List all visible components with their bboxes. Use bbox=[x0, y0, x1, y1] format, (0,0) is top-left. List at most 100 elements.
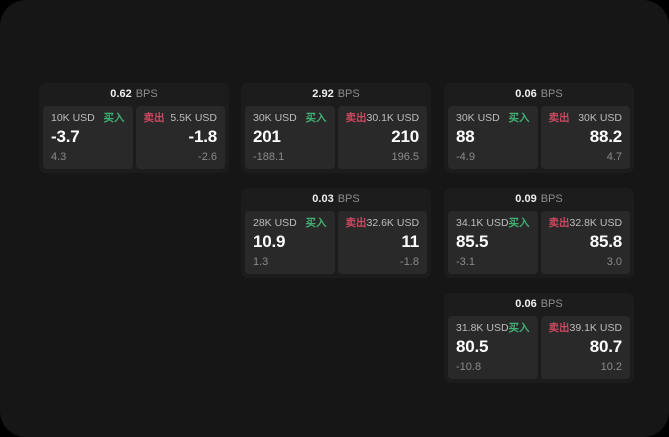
card-body: 10K USD 买入 -3.7 4.3 卖出 5.5K USD -1.8 -2.… bbox=[39, 106, 229, 169]
sell-panel-top: 卖出 5.5K USD bbox=[144, 113, 218, 124]
buy-amount-label: 30K USD bbox=[253, 112, 297, 124]
buy-panel-top: 28K USD 买入 bbox=[253, 218, 327, 229]
buy-side-label: 买入 bbox=[305, 112, 327, 124]
buy-price: 201 bbox=[253, 127, 281, 146]
buy-side-label: 买入 bbox=[103, 112, 125, 124]
buy-delta: -188.1 bbox=[253, 151, 285, 163]
buy-amount-label: 30K USD bbox=[456, 112, 500, 124]
buy-price: 88 bbox=[456, 127, 475, 146]
sell-amount-label: 5.5K USD bbox=[170, 112, 217, 124]
sell-panel-top: 卖出 39.1K USD bbox=[549, 323, 623, 334]
bps-header: 0.62 BPS bbox=[39, 83, 229, 106]
sell-price: 85.8 bbox=[589, 232, 622, 251]
sell-delta: -2.6 bbox=[198, 151, 217, 163]
buy-panel-top: 10K USD 买入 bbox=[51, 113, 125, 124]
buy-amount-label: 31.8K USD bbox=[456, 322, 509, 334]
buy-panel[interactable]: 31.8K USD 买入 80.5 -10.8 bbox=[448, 316, 538, 379]
bps-value: 0.06 bbox=[515, 298, 537, 310]
sell-side-label: 卖出 bbox=[548, 112, 570, 124]
bps-header: 0.06 BPS bbox=[444, 293, 634, 316]
bps-header: 0.09 BPS bbox=[444, 188, 634, 211]
bps-value: 0.62 bbox=[110, 88, 132, 100]
sell-amount-label: 32.6K USD bbox=[366, 217, 420, 229]
buy-panel-top: 31.8K USD 买入 bbox=[456, 323, 530, 334]
buy-panel[interactable]: 28K USD 买入 10.9 1.3 bbox=[245, 211, 335, 274]
buy-panel[interactable]: 30K USD 买入 88 -4.9 bbox=[448, 106, 538, 169]
bps-value: 0.09 bbox=[515, 193, 537, 205]
quote-card: 0.06 BPS 30K USD 买入 88 -4.9 卖出 30K USD bbox=[444, 83, 634, 173]
bps-header: 0.06 BPS bbox=[444, 83, 634, 106]
bps-label: BPS bbox=[337, 193, 360, 205]
quote-card: 0.06 BPS 31.8K USD 买入 80.5 -10.8 卖出 39.1… bbox=[444, 293, 634, 383]
buy-panel[interactable]: 10K USD 买入 -3.7 4.3 bbox=[43, 106, 133, 169]
sell-side-label: 卖出 bbox=[345, 217, 367, 229]
sell-delta: 3.0 bbox=[606, 256, 622, 268]
quote-card: 0.62 BPS 10K USD 买入 -3.7 4.3 卖出 5.5K USD bbox=[39, 83, 229, 173]
buy-amount-label: 34.1K USD bbox=[456, 217, 509, 229]
quote-card: 0.09 BPS 34.1K USD 买入 85.5 -3.1 卖出 32.8K… bbox=[444, 188, 634, 278]
sell-price: 88.2 bbox=[589, 127, 622, 146]
sell-amount-label: 32.8K USD bbox=[569, 217, 623, 229]
sell-panel[interactable]: 卖出 32.6K USD 11 -1.8 bbox=[337, 211, 427, 274]
sell-amount-label: 30.1K USD bbox=[366, 112, 420, 124]
sell-amount-label: 39.1K USD bbox=[569, 322, 623, 334]
bps-value: 0.03 bbox=[312, 193, 334, 205]
buy-panel-top: 34.1K USD 买入 bbox=[456, 218, 530, 229]
sell-price: 11 bbox=[401, 232, 419, 251]
bps-header: 0.03 BPS bbox=[241, 188, 431, 211]
sell-panel[interactable]: 卖出 5.5K USD -1.8 -2.6 bbox=[135, 106, 225, 169]
buy-panel-top: 30K USD 买入 bbox=[456, 113, 530, 124]
buy-side-label: 买入 bbox=[305, 217, 327, 229]
buy-side-label: 买入 bbox=[508, 112, 530, 124]
buy-side-label: 买入 bbox=[508, 217, 530, 229]
card-body: 28K USD 买入 10.9 1.3 卖出 32.6K USD 11 -1.8 bbox=[241, 211, 431, 274]
buy-delta: -4.9 bbox=[456, 151, 475, 163]
bps-label: BPS bbox=[540, 88, 563, 100]
bps-value: 0.06 bbox=[515, 88, 537, 100]
buy-panel[interactable]: 34.1K USD 买入 85.5 -3.1 bbox=[448, 211, 538, 274]
sell-panel[interactable]: 卖出 32.8K USD 85.8 3.0 bbox=[540, 211, 630, 274]
sell-side-label: 卖出 bbox=[548, 217, 570, 229]
bps-label: BPS bbox=[540, 193, 563, 205]
bps-label: BPS bbox=[337, 88, 360, 100]
bps-label: BPS bbox=[540, 298, 563, 310]
sell-delta: 10.2 bbox=[600, 361, 622, 373]
sell-amount-label: 30K USD bbox=[578, 112, 622, 124]
sell-price: 210 bbox=[391, 127, 419, 146]
sell-panel-top: 卖出 30.1K USD bbox=[346, 113, 420, 124]
buy-price: -3.7 bbox=[51, 127, 80, 146]
buy-amount-label: 28K USD bbox=[253, 217, 297, 229]
sell-side-label: 卖出 bbox=[143, 112, 165, 124]
card-body: 30K USD 买入 201 -188.1 卖出 30.1K USD 210 1… bbox=[241, 106, 431, 169]
buy-panel[interactable]: 30K USD 买入 201 -188.1 bbox=[245, 106, 335, 169]
bps-header: 2.92 BPS bbox=[241, 83, 431, 106]
buy-side-label: 买入 bbox=[508, 322, 530, 334]
buy-price: 85.5 bbox=[456, 232, 489, 251]
buy-price: 80.5 bbox=[456, 337, 489, 356]
sell-panel-top: 卖出 32.6K USD bbox=[346, 218, 420, 229]
card-body: 34.1K USD 买入 85.5 -3.1 卖出 32.8K USD 85.8… bbox=[444, 211, 634, 274]
sell-delta: 196.5 bbox=[391, 151, 419, 163]
sell-panel-top: 卖出 32.8K USD bbox=[549, 218, 623, 229]
sell-delta: 4.7 bbox=[606, 151, 622, 163]
sell-panel[interactable]: 卖出 30.1K USD 210 196.5 bbox=[337, 106, 427, 169]
sell-panel-top: 卖出 30K USD bbox=[549, 113, 623, 124]
quote-card: 2.92 BPS 30K USD 买入 201 -188.1 卖出 30.1K … bbox=[241, 83, 431, 173]
buy-delta: 4.3 bbox=[51, 151, 67, 163]
buy-amount-label: 10K USD bbox=[51, 112, 95, 124]
quote-card: 0.03 BPS 28K USD 买入 10.9 1.3 卖出 32.6K US… bbox=[241, 188, 431, 278]
card-body: 31.8K USD 买入 80.5 -10.8 卖出 39.1K USD 80.… bbox=[444, 316, 634, 379]
buy-delta: -10.8 bbox=[456, 361, 482, 373]
buy-delta: 1.3 bbox=[253, 256, 269, 268]
bps-value: 2.92 bbox=[312, 88, 334, 100]
buy-price: 10.9 bbox=[253, 232, 286, 251]
sell-price: 80.7 bbox=[589, 337, 622, 356]
sell-panel[interactable]: 卖出 39.1K USD 80.7 10.2 bbox=[540, 316, 630, 379]
buy-delta: -3.1 bbox=[456, 256, 475, 268]
card-body: 30K USD 买入 88 -4.9 卖出 30K USD 88.2 4.7 bbox=[444, 106, 634, 169]
sell-side-label: 卖出 bbox=[548, 322, 570, 334]
sell-price: -1.8 bbox=[188, 127, 218, 146]
sell-panel[interactable]: 卖出 30K USD 88.2 4.7 bbox=[540, 106, 630, 169]
